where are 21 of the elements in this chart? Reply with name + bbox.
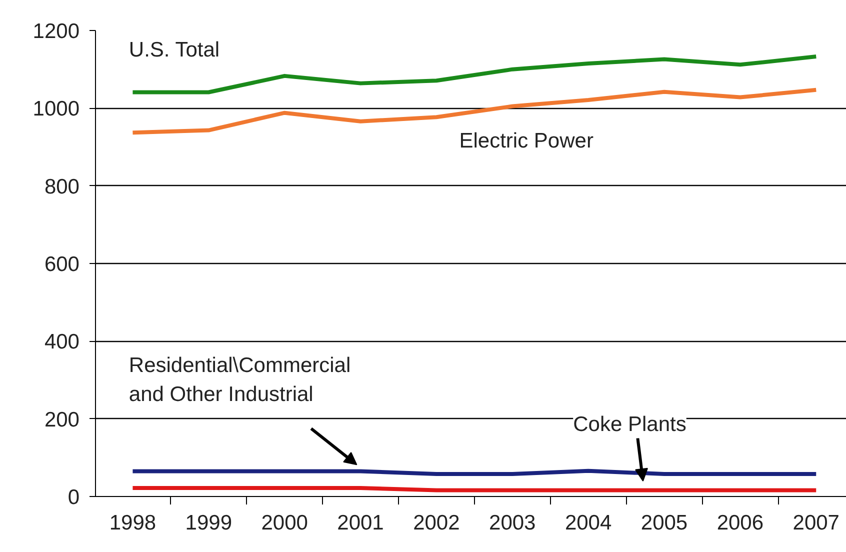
x-tick-label: 2007: [792, 512, 840, 534]
x-tick-label: 2003: [489, 512, 536, 534]
x-tick-label: 2004: [564, 512, 612, 534]
series-label: Electric Power: [459, 130, 594, 153]
x-tick-label: 1999: [185, 512, 232, 534]
x-tick-label: 2006: [716, 512, 764, 534]
x-tick-label: 1998: [109, 512, 156, 534]
y-tick-label: 1000: [32, 98, 80, 121]
x-tick-label: 2005: [640, 512, 688, 534]
text: Coke Plants: [573, 413, 686, 436]
x-tick-label: 2000: [261, 512, 308, 534]
x-tick-label: 2002: [413, 512, 460, 534]
x-tick-label: 2001: [337, 512, 384, 534]
y-tick-label: 400: [44, 330, 80, 354]
text: Residential\Commercial and Other Industrial: [128, 354, 351, 406]
y-tick-label: 1200: [32, 20, 80, 43]
y-tick-label: 0: [68, 486, 80, 509]
y-tick-label: 600: [44, 253, 80, 276]
y-tick-label: 200: [44, 408, 80, 432]
y-tick-label: 800: [44, 175, 80, 198]
series-label: U.S. Total: [128, 38, 220, 62]
